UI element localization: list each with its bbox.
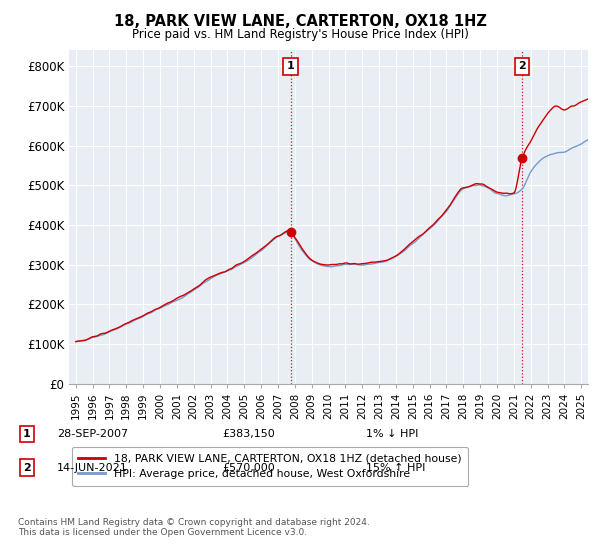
Text: 15% ↑ HPI: 15% ↑ HPI [366, 463, 425, 473]
Text: 18, PARK VIEW LANE, CARTERTON, OX18 1HZ: 18, PARK VIEW LANE, CARTERTON, OX18 1HZ [113, 14, 487, 29]
Text: £383,150: £383,150 [222, 429, 275, 439]
Text: £570,000: £570,000 [222, 463, 275, 473]
Text: 2: 2 [518, 61, 526, 71]
Text: 1: 1 [23, 429, 31, 439]
Text: 2: 2 [23, 463, 31, 473]
Text: Price paid vs. HM Land Registry's House Price Index (HPI): Price paid vs. HM Land Registry's House … [131, 28, 469, 41]
Text: 28-SEP-2007: 28-SEP-2007 [57, 429, 128, 439]
Text: 1: 1 [287, 61, 295, 71]
Text: Contains HM Land Registry data © Crown copyright and database right 2024.
This d: Contains HM Land Registry data © Crown c… [18, 518, 370, 538]
Legend: 18, PARK VIEW LANE, CARTERTON, OX18 1HZ (detached house), HPI: Average price, de: 18, PARK VIEW LANE, CARTERTON, OX18 1HZ … [72, 447, 468, 486]
Text: 1% ↓ HPI: 1% ↓ HPI [366, 429, 418, 439]
Text: 14-JUN-2021: 14-JUN-2021 [57, 463, 128, 473]
